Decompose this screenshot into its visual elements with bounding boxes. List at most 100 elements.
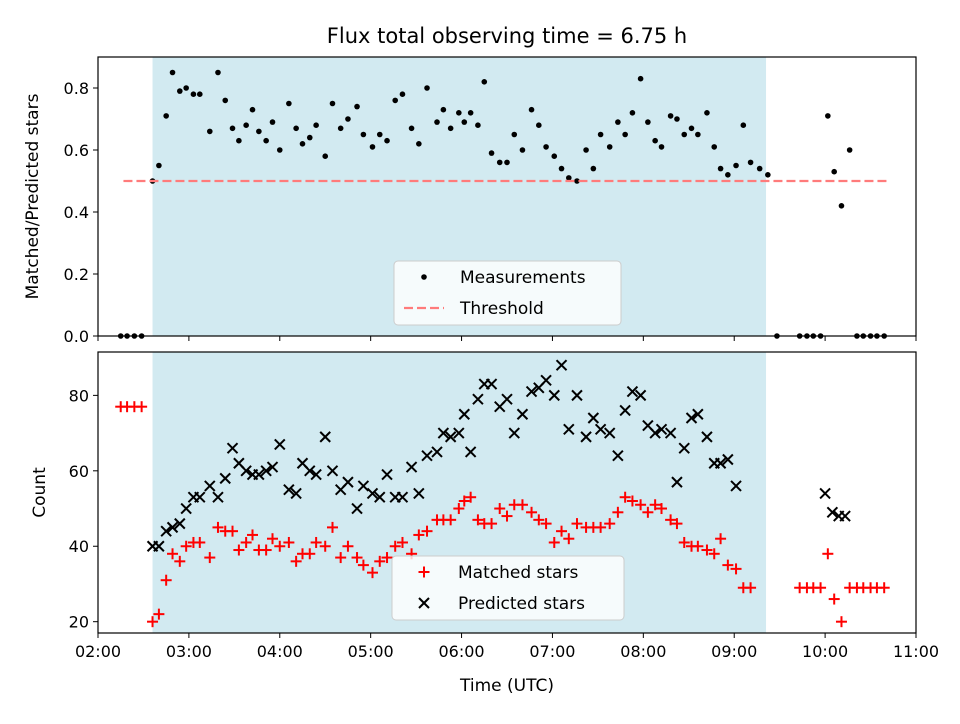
predicted-star-point: [437, 427, 450, 439]
predicted-star-point: [714, 457, 727, 469]
measurement-point: [196, 91, 203, 97]
y-tick-label: 0.6: [64, 141, 89, 160]
x-b: [290, 487, 302, 500]
x-b: [351, 502, 363, 515]
y-tick-label: 0.4: [64, 203, 89, 222]
x-b: [421, 450, 433, 462]
predicted-star-point: [485, 378, 498, 390]
measurement-point: [322, 153, 329, 159]
measurement-point: [249, 106, 256, 113]
predicted-star-point: [421, 450, 433, 462]
matched-star-point: [516, 499, 528, 511]
x-b: [342, 476, 354, 488]
x-b: [692, 408, 704, 420]
matched-star-point: [153, 608, 165, 620]
matched-star-point: [571, 518, 583, 530]
predicted-star-point: [626, 385, 639, 398]
x-b: [594, 423, 607, 436]
x-b: [174, 517, 186, 530]
x-b: [326, 465, 339, 477]
x-b: [437, 427, 450, 439]
measurement-point: [440, 106, 447, 113]
series-predicted-stars: [146, 359, 851, 552]
measurement-point: [740, 122, 747, 128]
axes-frame: [97, 56, 917, 337]
y-tick-label: 0.8: [64, 79, 89, 98]
chart-title: Flux total observing time = 6.75 h: [327, 24, 687, 48]
measurement-point: [206, 128, 213, 135]
measurement-point: [583, 147, 589, 153]
x-b: [405, 461, 418, 473]
predicted-star-point: [634, 389, 647, 402]
matched-star-point: [342, 540, 354, 552]
predicted-star-point: [212, 491, 224, 503]
matched-star-point: [665, 514, 677, 526]
x-b: [274, 438, 286, 451]
predicted-star-point: [508, 427, 520, 439]
measurement-point: [229, 125, 236, 132]
y-tick-label: 60: [69, 462, 89, 481]
matched-star-point: [351, 552, 363, 564]
x-b: [319, 431, 331, 443]
matched-star-point: [335, 552, 347, 564]
matched-star-point: [828, 593, 840, 605]
predicted-star-point: [381, 468, 393, 481]
matched-star-point: [540, 518, 552, 530]
measurement-point: [256, 128, 262, 135]
matched-star-point: [260, 544, 272, 556]
measurement-point: [236, 137, 242, 144]
x-b: [649, 427, 661, 439]
x-b: [664, 427, 677, 439]
matched-star-point: [815, 582, 827, 594]
x-b: [226, 442, 239, 454]
predicted-star-point: [655, 423, 668, 436]
matched-star-point: [533, 514, 545, 526]
matched-star-point: [730, 563, 742, 575]
measurement-point: [416, 141, 422, 147]
measurement-point: [313, 122, 319, 128]
predicted-star-point: [548, 389, 560, 402]
matched-star-point: [227, 525, 239, 537]
x-b: [516, 408, 529, 420]
legend: Matched stars Predicted stars: [391, 555, 625, 621]
y-tick-label: 80: [69, 386, 89, 405]
measurement-point: [360, 131, 367, 138]
measurement-point: [717, 165, 724, 172]
predicted-star-point: [290, 487, 302, 500]
predicted-star-point: [671, 476, 683, 488]
panel-ratio: 0.0 0.2 0.4 0.6 0.8 Measurements Threshold: [64, 56, 917, 346]
measurement-point: [846, 147, 853, 153]
x-b: [160, 525, 172, 537]
measurement-point: [299, 141, 306, 147]
matched-star-point: [389, 540, 401, 552]
predicted-star-point: [283, 483, 295, 496]
x-b: [555, 359, 568, 371]
predicted-star-point: [701, 431, 713, 443]
matched-star-point: [486, 518, 498, 530]
matched-star-point: [357, 559, 369, 571]
y-tick-label: 20: [69, 613, 89, 632]
x-tick-label: 06:00: [439, 642, 485, 661]
measurement-point: [681, 131, 688, 138]
x-b: [508, 427, 520, 439]
predicted-star-point: [266, 461, 279, 473]
matched-star-point: [692, 540, 704, 552]
measurement-point: [597, 131, 604, 138]
measurement-point: [733, 162, 739, 169]
predicted-star-point: [730, 480, 742, 492]
measurement-point: [177, 88, 183, 94]
legend-measurement-swatch: [421, 274, 427, 280]
x-b: [453, 427, 465, 439]
measurement-point: [488, 150, 495, 156]
x-b: [563, 423, 575, 436]
measurement-point: [519, 147, 526, 153]
predicted-star-point: [160, 525, 172, 537]
x-b: [283, 483, 295, 496]
x-b: [458, 408, 470, 420]
x-tick-label: 02:00: [75, 642, 121, 661]
legend-label: Predicted stars: [458, 594, 585, 614]
predicted-star-point: [219, 472, 231, 485]
measurement-point: [645, 119, 651, 125]
predicted-star-point: [374, 491, 386, 503]
matched-star-point: [374, 555, 386, 567]
